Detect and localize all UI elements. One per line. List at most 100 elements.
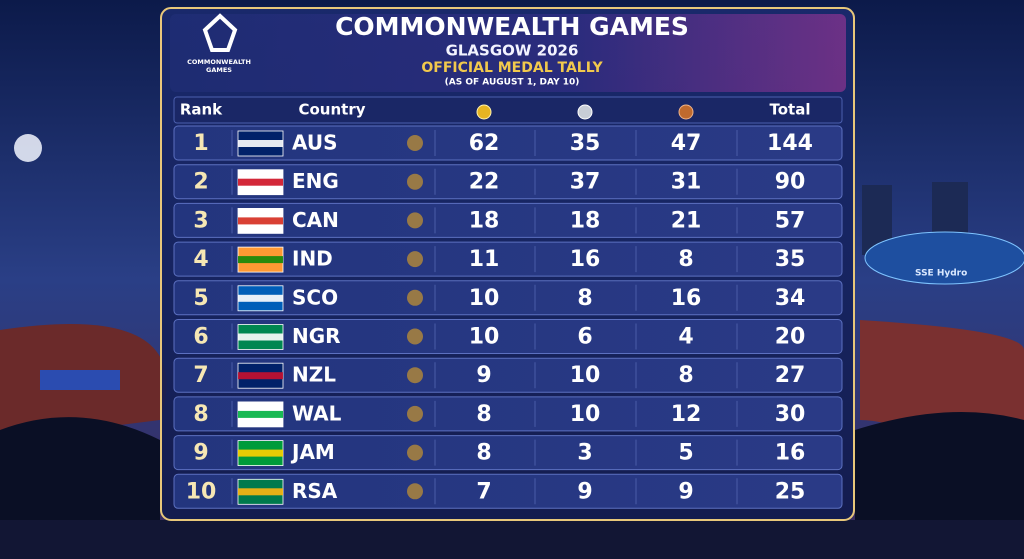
- row: [173, 435, 843, 471]
- flag-detail: [238, 256, 283, 264]
- medal-count: 16: [671, 286, 702, 311]
- medal-count: 8: [577, 286, 592, 311]
- rank: 5: [193, 286, 208, 311]
- arena: [864, 231, 1024, 285]
- total: 20: [775, 325, 806, 350]
- total: 90: [775, 170, 806, 195]
- floodlight: [14, 134, 42, 162]
- arena-sign: SSE Hydro: [915, 269, 967, 279]
- gold-icon: [476, 104, 492, 120]
- medal-count: 10: [469, 325, 500, 350]
- country: ENG: [292, 169, 339, 193]
- logo-text: COMMONWEALTH: [187, 58, 251, 66]
- emblem: [407, 328, 423, 345]
- medal-count: 12: [671, 402, 702, 427]
- medal-count: 37: [570, 170, 601, 195]
- medal-count: 6: [577, 325, 592, 350]
- medal-count: 8: [476, 402, 491, 427]
- medal-count: 9: [577, 479, 592, 504]
- country: SCO: [292, 285, 338, 309]
- medal-count: 5: [678, 441, 693, 466]
- total: 16: [775, 441, 806, 466]
- country: CAN: [292, 208, 339, 232]
- col-header: Country: [298, 101, 365, 119]
- medal-count: 62: [469, 131, 500, 156]
- rank: 2: [193, 170, 208, 195]
- rank: 8: [193, 402, 208, 427]
- heading: OFFICIAL MEDAL TALLY: [421, 60, 603, 76]
- total: 144: [767, 131, 813, 156]
- medal-count: 4: [678, 325, 693, 350]
- country: WAL: [292, 401, 342, 425]
- row: [173, 164, 843, 200]
- medal-count: 11: [469, 247, 500, 272]
- medal-count: 21: [671, 208, 702, 233]
- total: 34: [775, 286, 806, 311]
- emblem: [407, 367, 423, 384]
- country: NGR: [292, 324, 341, 348]
- crowd-bottom: [0, 520, 1024, 559]
- medal-count: 22: [469, 170, 500, 195]
- logo-mark: [202, 13, 238, 52]
- medal-count: 10: [570, 402, 601, 427]
- row: [173, 319, 843, 354]
- country: IND: [292, 247, 333, 271]
- rank: 1: [193, 131, 208, 156]
- row: [173, 357, 843, 393]
- flag-detail: [238, 488, 283, 496]
- header-row: [173, 96, 843, 124]
- bronze-icon: [678, 104, 694, 120]
- country: JAM: [290, 440, 335, 464]
- row: [173, 241, 843, 277]
- note: (AS OF AUGUST 1, DAY 10): [445, 78, 580, 88]
- total: 30: [775, 402, 806, 427]
- flag-detail: [238, 217, 283, 225]
- rank: 4: [193, 247, 208, 272]
- rank: 10: [186, 479, 217, 504]
- row: [173, 202, 843, 238]
- medal-count: 8: [678, 363, 693, 388]
- emblem: [407, 444, 423, 461]
- medal-count: 35: [570, 131, 601, 156]
- flag-detail: [238, 140, 283, 147]
- total: 35: [775, 247, 806, 272]
- flag-detail: [238, 372, 283, 380]
- flag-detail: [238, 333, 283, 341]
- rank: 3: [193, 208, 208, 233]
- silver-icon: [577, 104, 593, 120]
- medal-count: 31: [671, 170, 702, 195]
- medal-count: 9: [476, 363, 491, 388]
- emblem: [407, 251, 423, 268]
- medal-count: 18: [469, 208, 500, 233]
- medal-count: 10: [469, 286, 500, 311]
- row: [173, 125, 843, 161]
- header-band: [170, 14, 846, 92]
- row: [173, 280, 843, 316]
- medal-count: 3: [577, 441, 592, 466]
- emblem: [407, 405, 423, 422]
- medal-count: 16: [570, 247, 601, 272]
- total: 57: [775, 208, 806, 233]
- medal-count: 18: [570, 208, 601, 233]
- logo-text: GAMES: [206, 66, 232, 74]
- rank: 9: [193, 441, 208, 466]
- row: [173, 396, 843, 432]
- country: NZL: [292, 363, 336, 387]
- title: COMMONWEALTH GAMES: [335, 12, 689, 41]
- total: 27: [775, 363, 806, 388]
- flag-detail: [238, 294, 283, 302]
- flag-detail: [238, 178, 283, 186]
- country: AUS: [292, 131, 338, 155]
- rank: 6: [193, 325, 208, 350]
- emblem: [407, 483, 423, 500]
- col-header: Total: [770, 101, 811, 119]
- emblem: [407, 212, 423, 229]
- col-header: Rank: [180, 101, 223, 119]
- medal-count: 8: [678, 247, 693, 272]
- flag-detail: [238, 449, 283, 457]
- emblem: [407, 289, 423, 306]
- emblem: [407, 173, 423, 190]
